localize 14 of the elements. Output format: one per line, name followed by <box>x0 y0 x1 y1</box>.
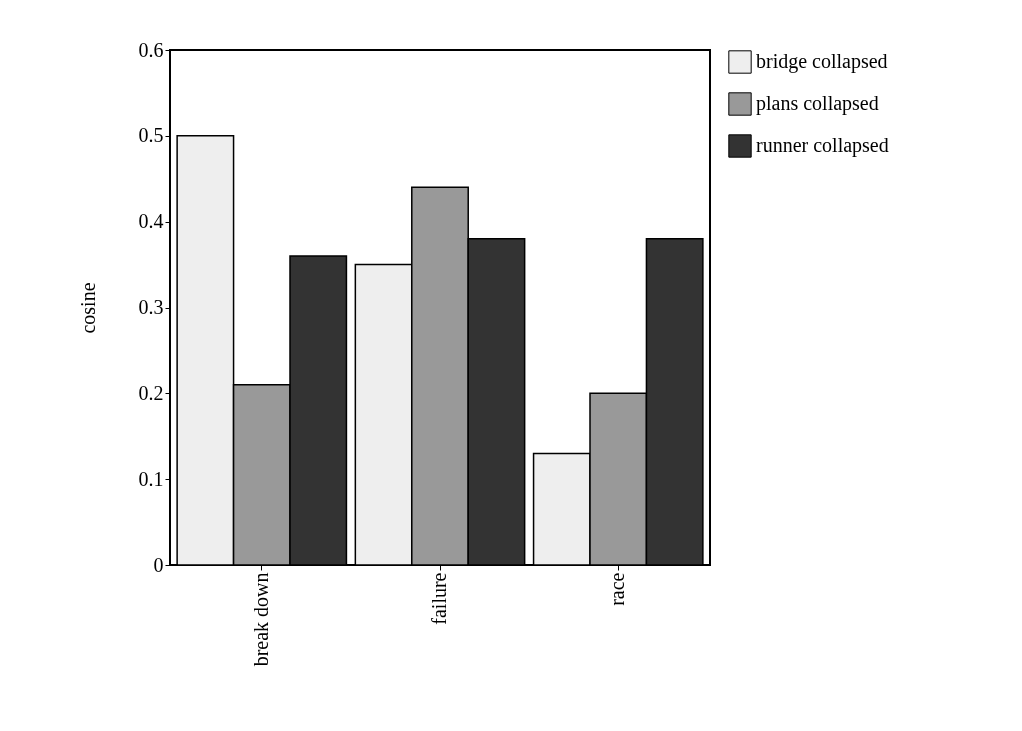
y-tick-label: 0.2 <box>138 381 164 404</box>
x-tick-label: race <box>606 572 629 606</box>
y-tick-label: 0.4 <box>138 210 164 233</box>
legend-label: plans collapsed <box>756 92 879 115</box>
y-tick-label: 0.1 <box>138 467 164 490</box>
legend-label: bridge collapsed <box>756 50 888 73</box>
x-tick-label: failure <box>428 572 450 625</box>
y-tick-label: 0.6 <box>138 38 164 61</box>
y-axis-title: cosine <box>76 282 99 334</box>
legend-label: runner collapsed <box>756 134 889 157</box>
y-tick-label: 0.3 <box>138 296 164 318</box>
y-tick-label: 0.5 <box>138 124 164 147</box>
x-tick-label: break down <box>249 572 272 667</box>
y-tick-label: 0 <box>153 553 164 576</box>
